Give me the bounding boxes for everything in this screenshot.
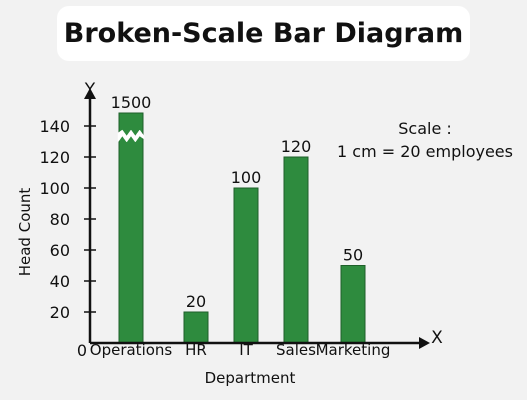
- scale-note-line: 1 cm = 20 employees: [337, 142, 513, 161]
- bar-value-label: 120: [281, 137, 312, 156]
- bar-value-label: 50: [343, 246, 363, 265]
- y-tick-label: 20: [50, 303, 70, 322]
- category-labels-layer: Operations HR IT Sales Marketing: [90, 341, 391, 359]
- scale-note-title: Scale :: [398, 119, 452, 138]
- value-labels-layer: 1500 20 100 120 50: [111, 93, 364, 311]
- x-axis-letter: X: [431, 328, 443, 348]
- bars-layer: [117, 112, 366, 344]
- y-tick-label: 80: [50, 210, 70, 229]
- category-label: IT: [239, 341, 253, 359]
- y-ticks-layer: 20 40 60 80 100 120 140: [39, 117, 96, 322]
- y-axis-label: Head Count: [16, 188, 34, 277]
- category-label: HR: [185, 341, 207, 359]
- category-label: Sales: [276, 341, 316, 359]
- labels-layer: Y X 0 Department Head Count Scale : 1 cm…: [16, 80, 513, 387]
- bar-value-label: 100: [231, 168, 262, 187]
- bar: [118, 112, 144, 344]
- origin-label: 0: [77, 341, 87, 360]
- scale-break-mark: [117, 129, 145, 143]
- bar: [340, 265, 366, 344]
- y-tick-label: 140: [39, 117, 70, 136]
- title-box: Broken-Scale Bar Diagram: [57, 6, 470, 61]
- y-axis-arrowhead: [84, 88, 96, 99]
- y-axis-letter: Y: [84, 80, 96, 100]
- y-tick-label: 100: [39, 179, 70, 198]
- bar: [283, 156, 309, 344]
- bar: [233, 187, 259, 344]
- category-label: Operations: [90, 341, 173, 359]
- y-tick-label: 120: [39, 148, 70, 167]
- category-label: Marketing: [316, 341, 391, 359]
- bar-value-label: 20: [186, 292, 206, 311]
- chart-title: Broken-Scale Bar Diagram: [63, 18, 464, 49]
- y-tick-label: 40: [50, 272, 70, 291]
- y-tick-label: 60: [50, 241, 70, 260]
- bar: [183, 311, 209, 344]
- bar-value-label: 1500: [111, 93, 152, 112]
- x-axis-arrowhead: [419, 337, 430, 349]
- x-axis-label: Department: [205, 369, 296, 387]
